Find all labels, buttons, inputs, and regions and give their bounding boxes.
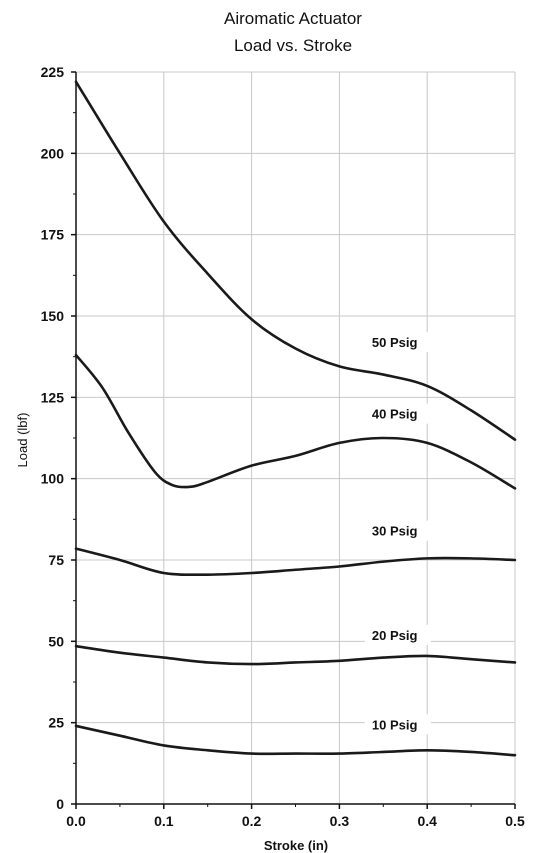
series-label-40-psig: 40 Psig [372,407,418,422]
chart-subtitle: Load vs. Stroke [234,36,352,55]
series-label-10-psig: 10 Psig [372,717,418,732]
series-label-backgrounds [364,332,431,735]
x-tick-label: 0.5 [505,813,525,829]
series-label-bg-10-psig [364,714,431,735]
y-tick-label: 25 [48,715,64,731]
y-tick-label: 125 [41,389,65,405]
y-tick-label: 175 [41,227,65,243]
tick-labels: 0 25 50 75 100 125 150 175 200 225 0.0 0.1 0.2 0.3 0.4… [41,64,525,829]
series-label-50-psig: 50 Psig [372,335,418,350]
x-tick-label: 0.4 [417,813,437,829]
series-labels: 50 Psig 40 Psig 30 Psig 20 Psig 10 Psig [372,335,418,732]
y-tick-label: 50 [48,633,64,649]
series-line-50-psig [74,80,517,441]
y-tick-label: 200 [41,145,65,161]
series-line-20-psig [74,644,517,666]
x-tick-label: 0.0 [66,813,86,829]
grid-lines [76,71,516,804]
x-axis-label: Stroke (in) [264,838,328,853]
y-tick-label: 0 [56,796,64,812]
y-axis-label: Load (lbf) [15,413,30,468]
series-label-bg-40-psig [364,403,431,424]
series-label-20-psig: 20 Psig [372,628,418,643]
series-label-bg-20-psig [364,624,431,645]
series-lines [74,80,517,757]
series-label-bg-30-psig [364,520,431,541]
axes [71,71,516,809]
y-tick-label: 75 [48,552,64,568]
x-tick-label: 0.3 [330,813,350,829]
series-line-10-psig [74,724,517,757]
chart-title: Airomatic Actuator [224,9,362,28]
y-tick-label: 225 [41,64,65,80]
series-line-30-psig [74,547,517,577]
x-tick-label: 0.1 [154,813,174,829]
y-tick-label: 100 [41,471,65,487]
series-label-bg-50-psig [364,332,431,353]
x-tick-label: 0.2 [242,813,262,829]
series-line-40-psig [74,353,517,490]
series-label-30-psig: 30 Psig [372,524,418,539]
y-tick-label: 150 [41,308,65,324]
